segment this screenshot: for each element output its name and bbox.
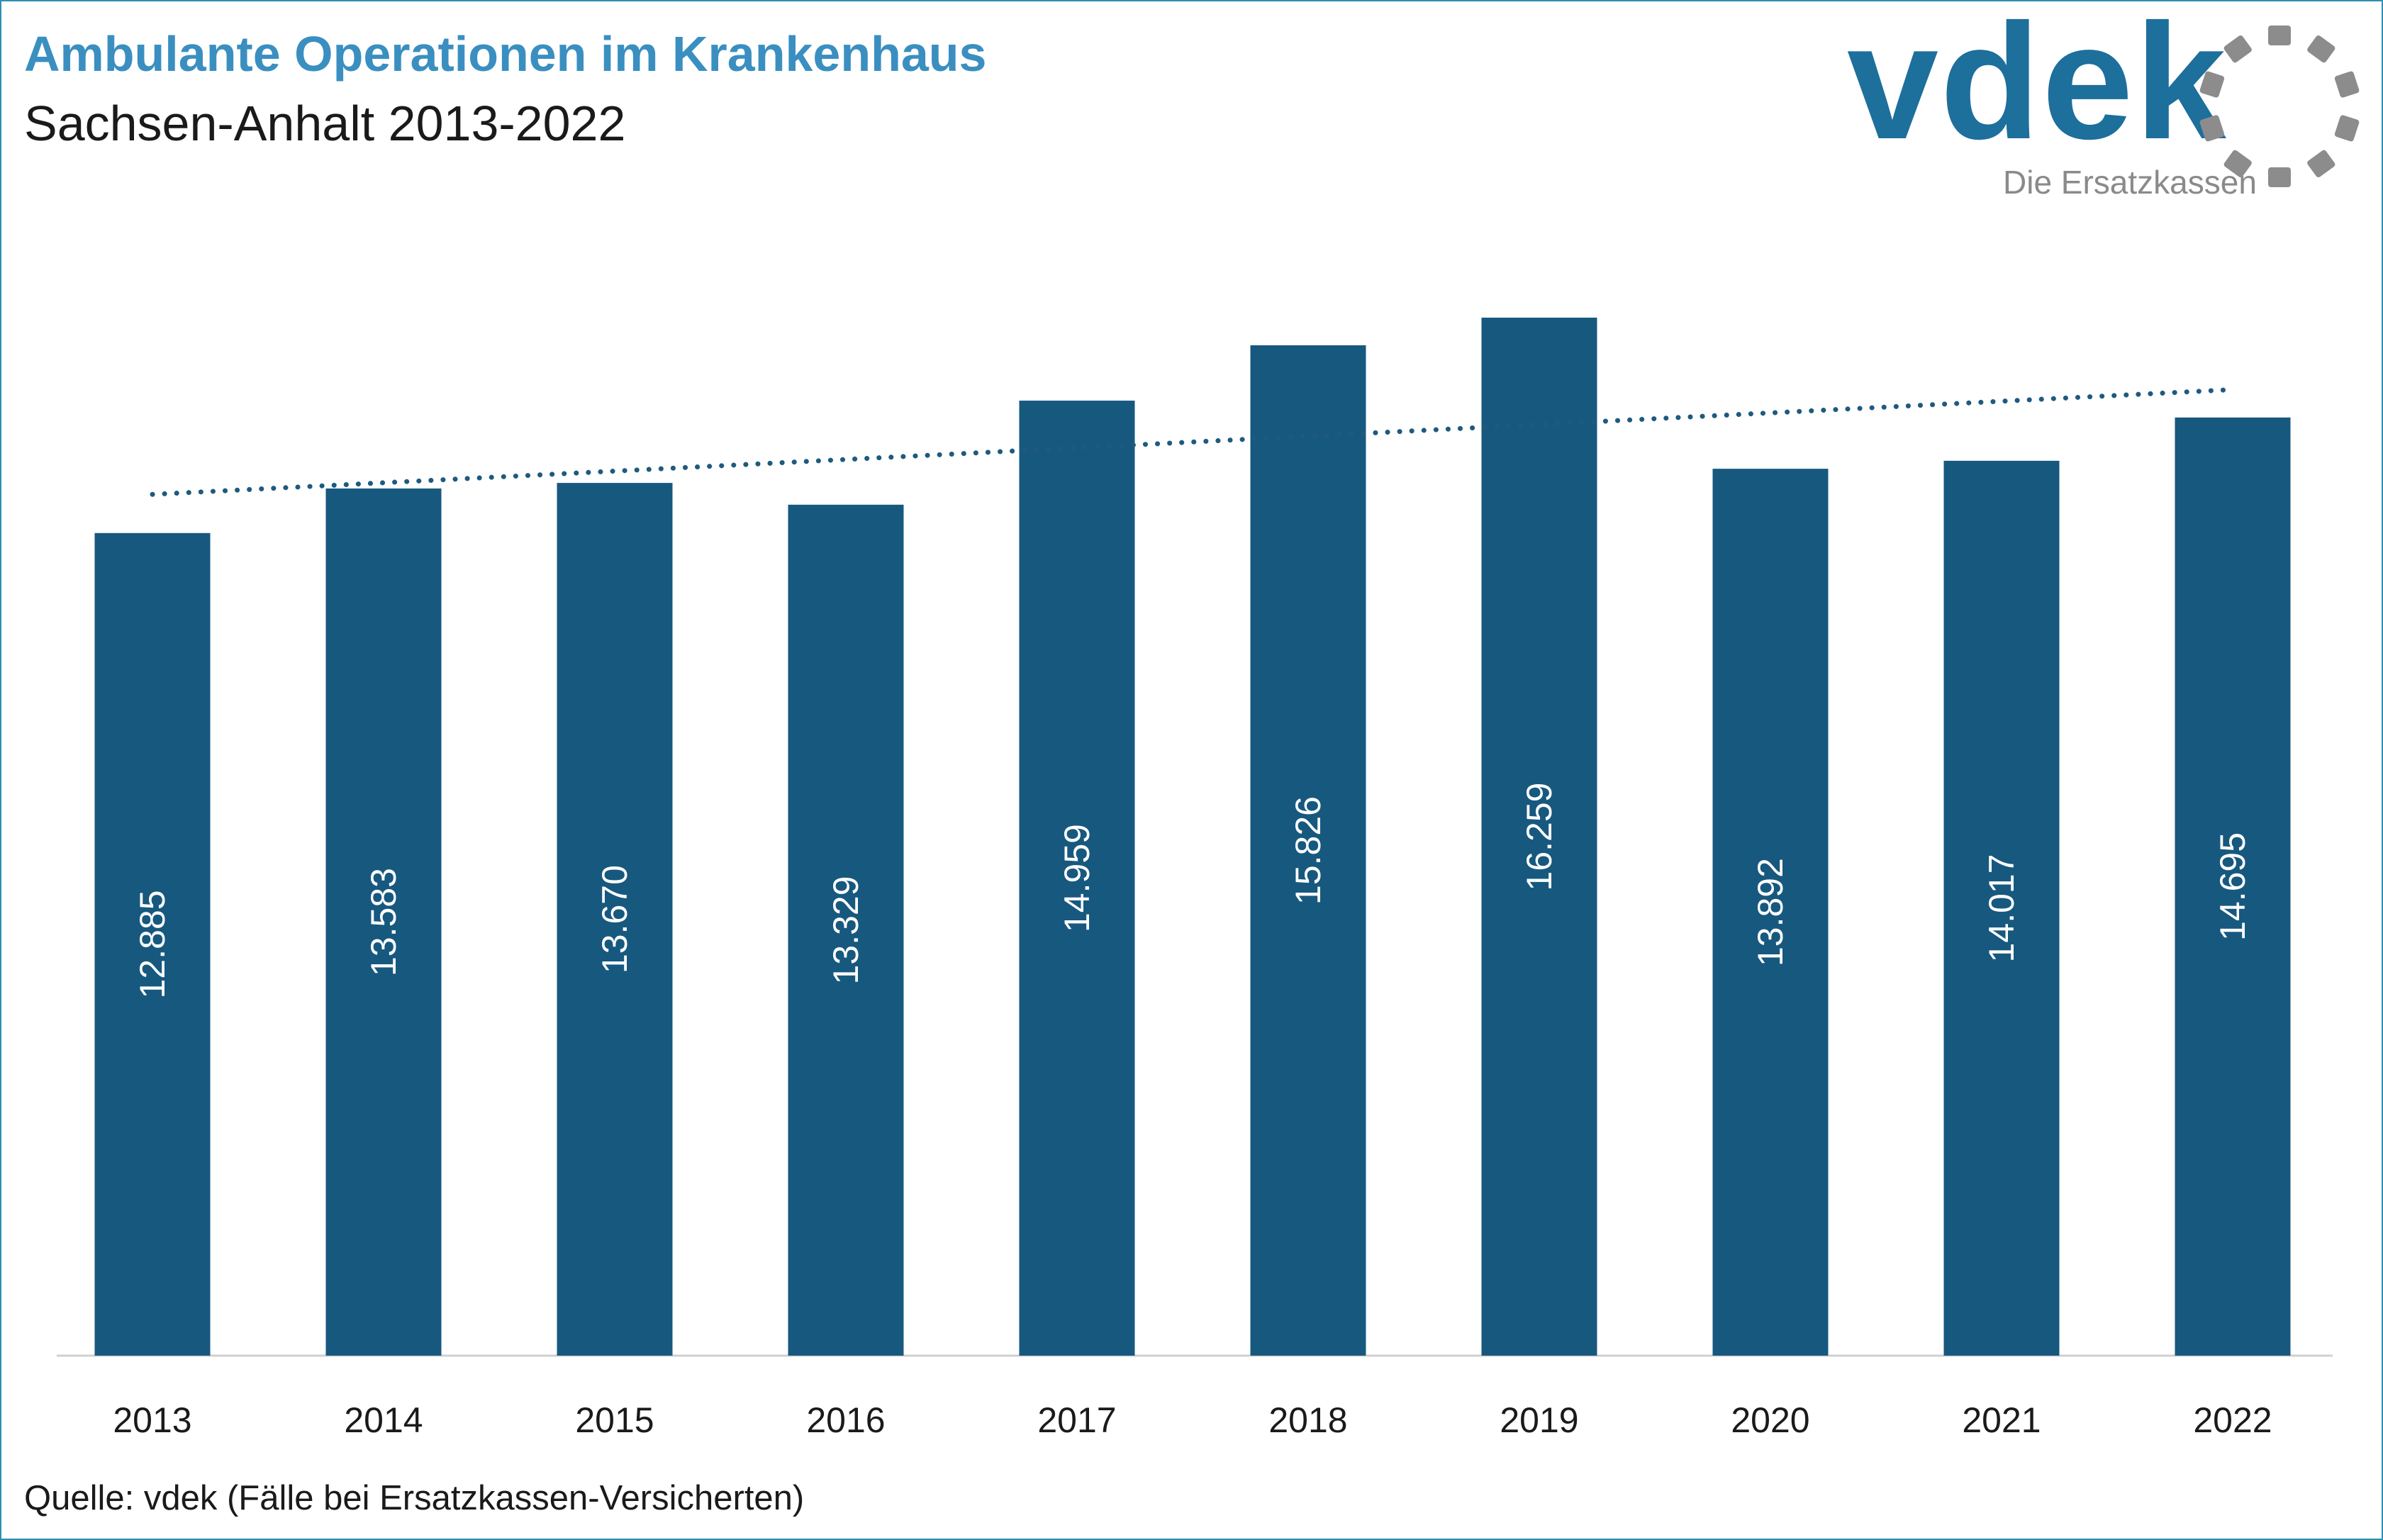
bar-2020 [1712, 469, 1829, 1356]
x-tick-label-2015: 2015 [575, 1400, 654, 1440]
x-tick-label-2019: 2019 [1500, 1400, 1578, 1440]
trendline [150, 386, 2236, 497]
x-tick-label-2018: 2018 [1268, 1400, 1347, 1440]
x-tick-label-2014: 2014 [344, 1400, 423, 1440]
bar-2015 [557, 483, 673, 1356]
value-label-2019: 16.259 [1519, 783, 1559, 891]
value-label-2022: 14.695 [2213, 832, 2253, 941]
x-tick-label-2022: 2022 [2193, 1400, 2272, 1440]
value-label-2015: 13.670 [595, 865, 635, 973]
bar-2014 [325, 488, 442, 1356]
bar-2021 [1943, 460, 2060, 1356]
value-label-2014: 13.583 [364, 868, 403, 976]
x-tick-label-2020: 2020 [1731, 1400, 1809, 1440]
value-label-2016: 13.329 [826, 876, 866, 984]
value-label-2020: 13.892 [1751, 858, 1790, 966]
bar-2018 [1250, 345, 1366, 1356]
x-tick-label-2016: 2016 [806, 1400, 885, 1440]
bar-2022 [2175, 417, 2291, 1356]
vdek-ring-icon [2199, 26, 2360, 187]
logo-wordmark: vdek [1847, 0, 2228, 174]
value-label-2018: 15.826 [1288, 796, 1328, 905]
source-note: Quelle: vdek (Fälle bei Ersatzkassen-Ver… [24, 1479, 805, 1517]
value-label-2021: 14.017 [1982, 854, 2021, 962]
bar-2017 [1019, 401, 1135, 1356]
bar-2016 [788, 504, 904, 1356]
value-label-2013: 12.885 [133, 890, 172, 998]
vdek-logo: vdek Die Ersatzkassen [1847, 0, 2360, 213]
x-tick-label-2021: 2021 [1962, 1400, 2041, 1440]
bar-2013 [94, 532, 211, 1356]
chart-title: Ambulante Operationen im Krankenhaus [24, 26, 987, 82]
value-label-2017: 14.959 [1057, 824, 1097, 932]
x-tick-label-2013: 2013 [113, 1400, 191, 1440]
x-tick-label-2017: 2017 [1037, 1400, 1116, 1440]
bar-2019 [1481, 318, 1597, 1356]
logo-tagline: Die Ersatzkassen [2003, 164, 2257, 201]
chart-subtitle: Sachsen-Anhalt 2013-2022 [24, 96, 626, 151]
